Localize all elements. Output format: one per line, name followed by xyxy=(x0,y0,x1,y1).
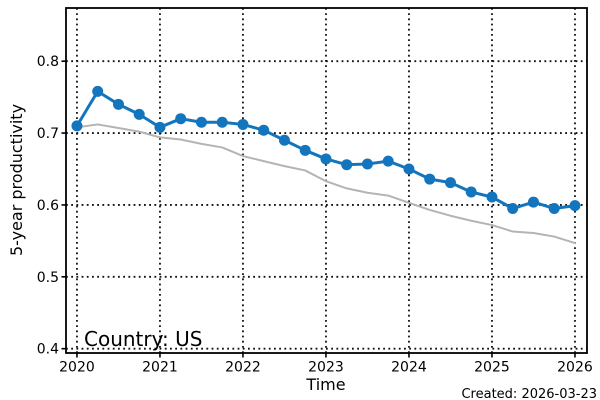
data-point-marker xyxy=(71,120,83,132)
y-tick-label: 0.5 xyxy=(37,270,59,286)
y-tick-label: 0.6 xyxy=(37,198,59,214)
y-tick-label: 0.7 xyxy=(37,126,59,142)
data-point-marker xyxy=(278,134,290,146)
data-point-marker xyxy=(320,153,332,165)
data-point-marker xyxy=(237,118,249,130)
x-ticks xyxy=(76,353,576,358)
created-annotation: Created: 2026-03-23 xyxy=(461,387,597,400)
country-annotation: Country: US xyxy=(84,327,202,351)
reference-line-series xyxy=(75,123,576,245)
data-point-marker xyxy=(92,85,104,97)
x-tick-label: 2020 xyxy=(59,360,95,376)
y-ticks xyxy=(61,60,66,350)
x-axis-label: Time xyxy=(305,375,345,394)
data-point-marker xyxy=(527,196,539,208)
y-axis-label: 5-year productivity xyxy=(7,104,26,256)
data-point-marker xyxy=(507,203,519,215)
y-tick-labels: 0.4 0.5 0.6 0.7 0.8 xyxy=(37,54,59,358)
data-point-marker xyxy=(133,108,145,120)
data-point-marker xyxy=(341,159,353,171)
data-point-marker xyxy=(216,116,228,128)
data-point-marker xyxy=(299,144,311,156)
data-point-marker xyxy=(258,124,270,136)
x-gridlines xyxy=(76,8,576,353)
x-tick-label: 2021 xyxy=(142,360,178,376)
data-point-marker xyxy=(486,191,498,203)
data-point-marker xyxy=(444,177,456,189)
series-line xyxy=(75,123,576,245)
data-point-marker xyxy=(195,116,207,128)
y-tick-label: 0.4 xyxy=(37,342,59,358)
data-point-marker xyxy=(548,203,560,215)
data-point-marker xyxy=(175,113,187,125)
us-productivity-series xyxy=(71,85,581,215)
data-point-marker xyxy=(569,200,581,212)
data-point-marker xyxy=(465,186,477,198)
data-point-marker xyxy=(361,158,373,170)
x-tick-label: 2022 xyxy=(225,360,261,376)
y-tick-label: 0.8 xyxy=(37,54,59,70)
y-gridlines xyxy=(66,60,587,350)
x-tick-label: 2023 xyxy=(308,360,344,376)
x-tick-label: 2025 xyxy=(474,360,510,376)
data-point-marker xyxy=(382,155,394,167)
x-tick-label: 2024 xyxy=(391,360,427,376)
data-point-marker xyxy=(403,163,415,175)
x-tick-label: 2026 xyxy=(557,360,593,376)
data-point-marker xyxy=(154,121,166,133)
x-tick-labels: 2020 2021 2022 2023 2024 2025 2026 xyxy=(59,360,593,376)
data-point-marker xyxy=(112,98,124,110)
data-point-marker xyxy=(424,173,436,185)
